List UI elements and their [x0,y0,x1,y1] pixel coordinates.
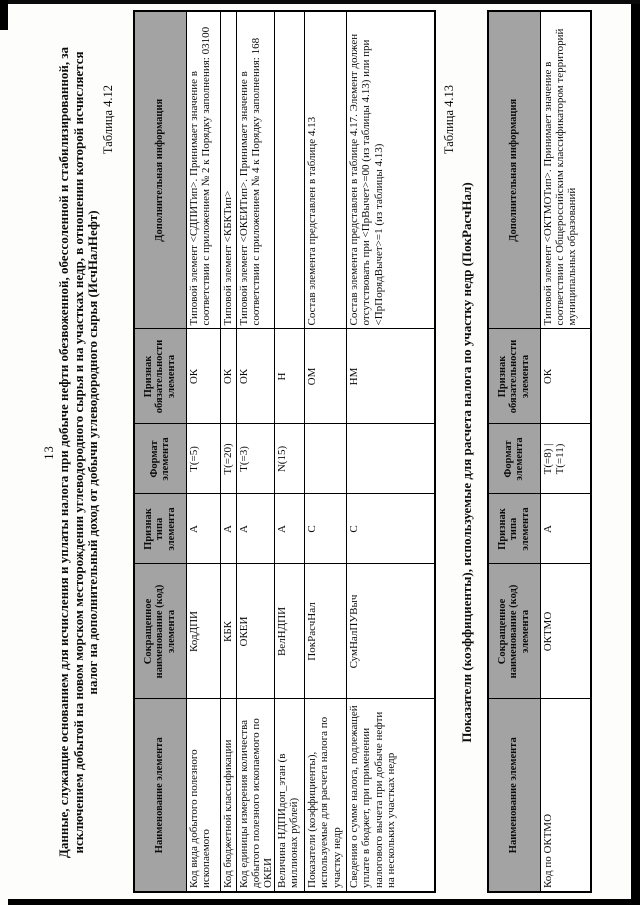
cell-required: НМ [346,329,435,424]
page-number: 13 [42,445,56,460]
cell-code: ОКТМО [540,564,591,699]
cell-name: Код вида добытого полезного ископаемого [186,699,220,892]
table-row: Код бюджетной классификации КБК А Т(=20)… [220,11,236,892]
cell-type: С [304,494,347,564]
title-line-3: налог на дополнительный доход от добычи … [85,210,101,695]
cell-type: А [186,494,220,564]
cell-type: А [236,494,275,564]
cell-required: ОК [236,329,275,424]
header-row: Наименование элемента Сокращенное наимен… [134,11,186,892]
cell-info: Состав элемента представлен в таблице 4.… [346,11,435,329]
column-header-type: Признак типа элемента [488,494,540,564]
table-caption-4-13: Таблица 4.13 [442,85,456,155]
table-row: Показатели (коэффициенты), используемые … [304,11,347,892]
cell-format [346,424,435,494]
document-title: Данные, служащие основанием для исчислен… [56,8,101,897]
column-header-format: Формат элемента [134,424,186,494]
table-caption-4-12: Таблица 4.12 [101,85,115,155]
cell-info: Типовой элемент <КБКТип> [220,11,236,329]
cell-info: Состав элемента представлен в таблице 4.… [304,11,347,329]
column-header-code: Сокращенное наименование (код) элемента [134,564,186,699]
table-row: Величина НДПИдоп_этан (в миллионах рубле… [274,11,305,892]
cell-required: ОК [186,329,220,424]
table-4-13: Наименование элемента Сокращенное наимен… [487,10,592,893]
scan-edge-artifact [0,0,640,4]
column-header-required: Признак обязательности элемента [488,329,540,424]
cell-required: ОМ [304,329,347,424]
scan-edge-artifact [0,0,8,30]
cell-name: Код по ОКТМО [540,699,591,892]
cell-type: С [346,494,435,564]
title-line-2: исключением добытой на новом морском мес… [70,51,86,854]
cell-required: ОК [220,329,236,424]
cell-format: Т(=20) [220,424,236,494]
cell-format [304,424,347,494]
cell-code: КодДПИ [186,564,220,699]
table-4-12: Наименование элемента Сокращенное наимен… [133,10,436,893]
cell-code: ПокРасчНал [304,564,347,699]
cell-info: Типовой элемент <СДПИТип>. Принимает зна… [186,11,220,329]
cell-type: А [274,494,305,564]
cell-code: ОКЕИ [236,564,275,699]
cell-required: Н [274,329,305,424]
cell-format: Т(=3) [236,424,275,494]
cell-name: Код бюджетной классификации [220,699,236,892]
table-row: Код единицы измерения количества добытог… [236,11,275,892]
cell-info [274,11,305,329]
cell-code: ВелНДПИ [274,564,305,699]
cell-name: Показатели (коэффициенты), используемые … [304,699,347,892]
column-header-info: Дополнительная информация [488,11,540,329]
cell-format: Т(=8) | Т(=11) [540,424,591,494]
cell-name: Код единицы измерения количества добытог… [236,699,275,892]
cell-format: Т(=5) [186,424,220,494]
scan-edge-artifact [631,0,640,905]
column-header-type: Признак типа элемента [134,494,186,564]
scan-edge-artifact [8,899,640,905]
table-row: Сведения о сумме налога, подлежащей упла… [346,11,435,892]
table-row: Код вида добытого полезного ископаемого … [186,11,220,892]
table-row: Код по ОКТМО ОКТМО А Т(=8) | Т(=11) ОК Т… [540,11,591,892]
title-line-1: Данные, служащие основанием для исчислен… [56,46,71,859]
cell-type: А [540,494,591,564]
cell-type: А [220,494,236,564]
cell-code: КБК [220,564,236,699]
cell-info: Типовой элемент <ОКЕИТип>. Принимает зна… [236,11,275,329]
column-header-code: Сокращенное наименование (код) элемента [488,564,540,699]
column-header-name: Наименование элемента [488,699,540,892]
cell-format: N(15) [274,424,305,494]
cell-name: Величина НДПИдоп_этан (в миллионах рубле… [274,699,305,892]
column-header-required: Признак обязательности элемента [134,329,186,424]
column-header-format: Формат элемента [488,424,540,494]
cell-required: ОК [540,329,591,424]
column-header-info: Дополнительная информация [134,11,186,329]
cell-info: Типовой элемент <ОКТМОТип>. Принимает зн… [540,11,591,329]
cell-name: Сведения о сумме налога, подлежащей упла… [346,699,435,892]
column-header-name: Наименование элемента [134,699,186,892]
cell-code: СумНалПУВыч [346,564,435,699]
table2-title: Показатели (коэффициенты), используемые … [459,182,474,743]
header-row: Наименование элемента Сокращенное наимен… [488,11,540,892]
